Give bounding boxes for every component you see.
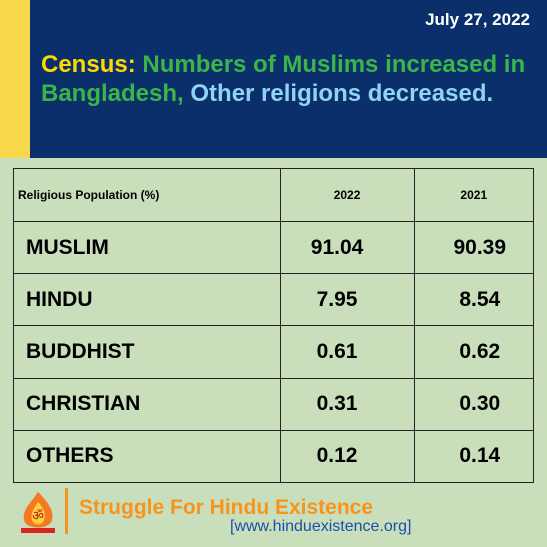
value-2021: 90.39 <box>413 220 535 275</box>
headline-part1: Numbers of Muslims increased in Banglade… <box>41 51 526 107</box>
headline-prefix: Census: <box>41 51 136 78</box>
website-link[interactable]: [www.hinduexistence.org] <box>230 518 412 535</box>
brand-name: Struggle For Hindu Existence <box>79 496 374 519</box>
religion-name: CHRISTIAN <box>13 377 281 431</box>
value-2022: 7.95 <box>279 273 415 327</box>
religion-table: Religious Population (%) 2022 2021 MUSLI… <box>13 168 535 484</box>
table-row: CHRISTIAN 0.31 0.30 <box>13 377 535 431</box>
yellow-strip <box>0 0 30 158</box>
header-2021: 2021 <box>413 168 535 222</box>
religion-name: MUSLIM <box>13 220 281 275</box>
headline: Census: Numbers of Muslims increased in … <box>41 50 541 108</box>
value-2021: 0.14 <box>413 429 535 484</box>
value-2022: 0.12 <box>279 429 415 484</box>
table-row: OTHERS 0.12 0.14 <box>13 429 535 484</box>
table-header-row: Religious Population (%) 2022 2021 <box>13 168 535 222</box>
value-2022: 91.04 <box>279 220 415 275</box>
value-2021: 0.30 <box>413 377 535 431</box>
value-2022: 0.61 <box>279 325 415 379</box>
table-row: HINDU 7.95 8.54 <box>13 273 535 327</box>
religion-name: HINDU <box>13 273 281 327</box>
religion-name: BUDDHIST <box>13 325 281 379</box>
om-flame-icon: ॐ <box>21 492 55 533</box>
post-date: July 27, 2022 <box>425 10 530 29</box>
value-2021: 8.54 <box>413 273 535 327</box>
value-2021: 0.62 <box>413 325 535 379</box>
table-row: BUDDHIST 0.61 0.62 <box>13 325 535 379</box>
footer-divider <box>65 488 68 534</box>
svg-text:ॐ: ॐ <box>32 509 44 524</box>
header-banner: July 27, 2022 Census: Numbers of Muslims… <box>0 0 547 158</box>
table-row: MUSLIM 91.04 90.39 <box>13 220 535 275</box>
value-2022: 0.31 <box>279 377 415 431</box>
header-religion: Religious Population (%) <box>13 168 281 222</box>
headline-part2: Other religions decreased. <box>190 80 494 107</box>
header-2022: 2022 <box>279 168 415 222</box>
religion-name: OTHERS <box>13 429 281 484</box>
